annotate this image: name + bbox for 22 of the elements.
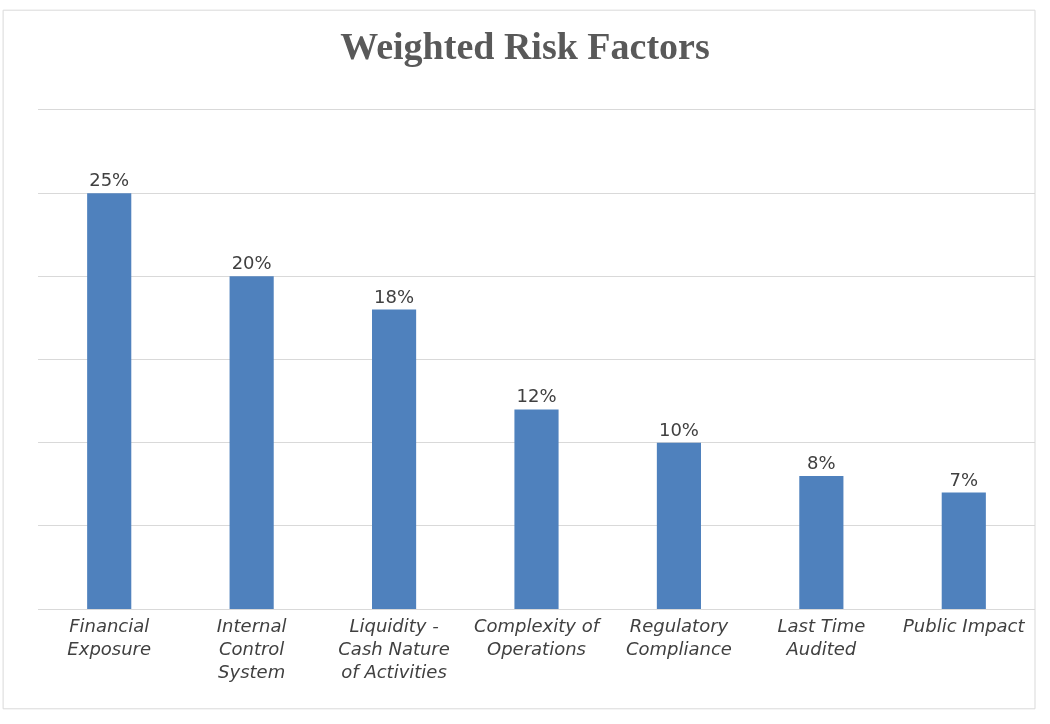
bar: [372, 309, 417, 609]
data-label: 25%: [89, 169, 130, 191]
x-tick-label: Internal Control System: [216, 614, 287, 683]
bar: [656, 442, 701, 609]
data-label: 18%: [374, 285, 415, 307]
bar: [941, 492, 986, 609]
x-tick-label: Liquidity - Cash Nature of Activities: [338, 614, 450, 683]
bar: [87, 193, 132, 609]
x-tick-label: Regulatory Compliance: [625, 614, 732, 659]
x-tick-label: Financial Exposure: [67, 614, 152, 659]
bar: [799, 475, 844, 609]
data-label: 10%: [658, 418, 699, 440]
bar: [229, 276, 274, 609]
data-label: 8%: [807, 451, 836, 473]
x-tick-label: Complexity of Operations: [473, 614, 602, 659]
chart-title: Weighted Risk Factors: [340, 25, 710, 68]
data-label: 12%: [516, 385, 557, 407]
bar: [514, 409, 559, 609]
x-tick-label: Public Impact: [903, 614, 1026, 636]
data-label: 7%: [949, 468, 979, 490]
x-tick-label: Last Time Audited: [777, 614, 866, 659]
data-label: 20%: [231, 252, 272, 274]
